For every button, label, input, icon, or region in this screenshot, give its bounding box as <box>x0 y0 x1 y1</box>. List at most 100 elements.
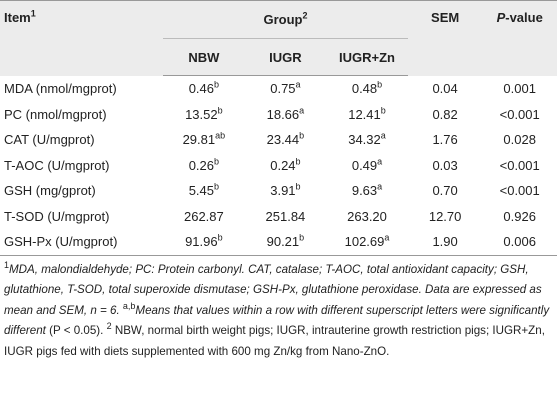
superscript: b <box>214 156 220 167</box>
cell-value: 90.21 <box>266 234 300 250</box>
cell: 0.49a <box>326 153 408 179</box>
row-label: GSH-Px (U/mgprot) <box>0 229 164 256</box>
header-text: Group <box>263 12 303 27</box>
table-row: MDA (nmol/mgprot) 0.46b 0.75a 0.48b 0.04 0.00… <box>0 76 557 102</box>
superscript: b <box>214 79 220 90</box>
column-header: IUGR <box>244 38 327 76</box>
footnote-text: (P < 0.05). <box>45 324 107 337</box>
superscript: a <box>295 79 301 90</box>
footnote: 1MDA, malondialdehyde; PC: Protein carbo… <box>0 256 557 363</box>
footnote-text: MDA, malondialdehyde; PC: Protein carbon… <box>4 262 542 317</box>
superscript: b <box>214 181 220 192</box>
cell: 29.81ab <box>163 127 245 153</box>
row-label: T-SOD (U/mgprot) <box>4 208 110 224</box>
sem-value: 12.70 <box>428 208 462 224</box>
cell-value: 0.48 <box>351 81 378 97</box>
cell: 23.44b <box>245 127 327 153</box>
superscript: b <box>380 105 386 116</box>
superscript: a <box>384 232 390 243</box>
p-value: <0.001 <box>499 106 540 122</box>
cell: 102.69a <box>326 229 408 256</box>
cell: 3.91b <box>245 178 327 204</box>
header-sem: SEM <box>407 0 483 76</box>
sem-value: 1.76 <box>432 132 458 148</box>
sem-value: 1.90 <box>407 229 483 256</box>
superscript: b <box>299 130 305 141</box>
cell-value: 91.96 <box>185 234 218 250</box>
superscript: a <box>380 130 386 141</box>
cell: 18.66a <box>245 102 327 128</box>
cell-value: 5.45 <box>188 183 215 199</box>
cell: 0.48b <box>326 76 408 102</box>
cell: 12.41b <box>326 102 408 128</box>
sem-value: 0.82 <box>432 106 458 122</box>
column-header: IUGR+Zn <box>326 38 408 76</box>
sem-value: 0.70 <box>432 183 458 199</box>
sem-value: 0.04 <box>432 81 458 96</box>
cell-value: 23.44 <box>266 132 300 148</box>
cell: 0.24b <box>245 153 327 179</box>
cell-value: 34.32 <box>348 132 381 148</box>
superscript: 2 <box>106 321 112 332</box>
header-group: Group2 <box>163 0 408 39</box>
superscript: ab <box>215 130 226 141</box>
cell-value: 0.26 <box>188 157 215 173</box>
cell: 91.96b <box>163 229 245 256</box>
row-label: GSH (mg/gprot) <box>4 183 96 199</box>
superscript: a,b <box>122 300 136 311</box>
cell-value: 18.66 <box>266 106 300 122</box>
superscript: b <box>295 156 301 167</box>
column-header: NBW <box>163 38 245 76</box>
superscript: b <box>295 181 301 192</box>
table-body: MDA (nmol/mgprot) 0.46b 0.75a 0.48b 0.04 0.00… <box>0 76 557 256</box>
cell-value: 0.49 <box>351 157 378 173</box>
row-label: T-AOC (U/mgprot) <box>4 157 110 173</box>
table-row: T-AOC (U/mgprot) 0.26b 0.24b 0.49a 0.03 <0.00… <box>0 153 557 179</box>
header-item: Item1 <box>0 0 164 76</box>
header-pvalue: P-value <box>482 0 557 76</box>
cell: 13.52b <box>163 102 245 128</box>
row-label: MDA (nmol/mgprot) <box>4 81 117 96</box>
cell: 0.46b <box>163 76 245 102</box>
cell: 262.87 <box>163 204 245 230</box>
cell: 0.26b <box>163 153 245 179</box>
cell-value: 102.69 <box>344 234 385 250</box>
header-text: Item <box>4 10 31 25</box>
cell: 251.84 <box>245 204 327 230</box>
cell: 9.63a <box>326 178 408 204</box>
superscript: b <box>217 105 223 116</box>
p-value: 0.006 <box>482 229 557 256</box>
cell: 5.45b <box>163 178 245 204</box>
cell: 0.75a <box>245 76 327 102</box>
cell-value: 262.87 <box>183 208 224 224</box>
cell-value: 251.84 <box>265 208 306 224</box>
superscript: 1 <box>4 259 10 270</box>
superscript: 2 <box>302 10 308 21</box>
table-row: GSH (mg/gprot) 5.45b 3.91b 9.63a 0.70 <0.001 <box>0 178 557 204</box>
table-row: PC (nmol/mgprot) 13.52b 18.66a 12.41b 0.82 <0… <box>0 102 557 128</box>
row-label: PC (nmol/mgprot) <box>4 106 107 122</box>
superscript: a <box>377 181 383 192</box>
cell-value: 0.46 <box>188 81 215 97</box>
column-header-row: NBW IUGR IUGR+Zn <box>0 38 557 76</box>
superscript: a <box>377 156 383 167</box>
cell-value: 0.24 <box>270 157 296 173</box>
header-text: P <box>496 10 506 25</box>
cell-value: 13.52 <box>185 106 218 122</box>
cell-value: 0.75 <box>270 81 296 97</box>
cell-value: 3.91 <box>270 183 296 199</box>
cell-value: 263.20 <box>347 208 387 224</box>
p-value: 0.926 <box>503 208 536 224</box>
sem-value: 0.03 <box>432 157 458 173</box>
table-row: CAT (U/mgprot) 29.81ab 23.44b 34.32a 1.76 0.0… <box>0 127 557 153</box>
p-value: <0.001 <box>499 183 540 199</box>
footnote-text: Means that values within a row with diff… <box>4 303 550 338</box>
p-value: 0.028 <box>503 132 536 148</box>
header-text: -value <box>505 10 543 25</box>
cell: 263.20 <box>326 204 408 230</box>
cell-value: 9.63 <box>351 183 378 199</box>
superscript: b <box>217 232 223 243</box>
cell-value: 29.81 <box>182 132 216 148</box>
table-row: GSH-Px (U/mgprot) 91.96b 90.21b 102.69a 1.90… <box>0 229 557 256</box>
